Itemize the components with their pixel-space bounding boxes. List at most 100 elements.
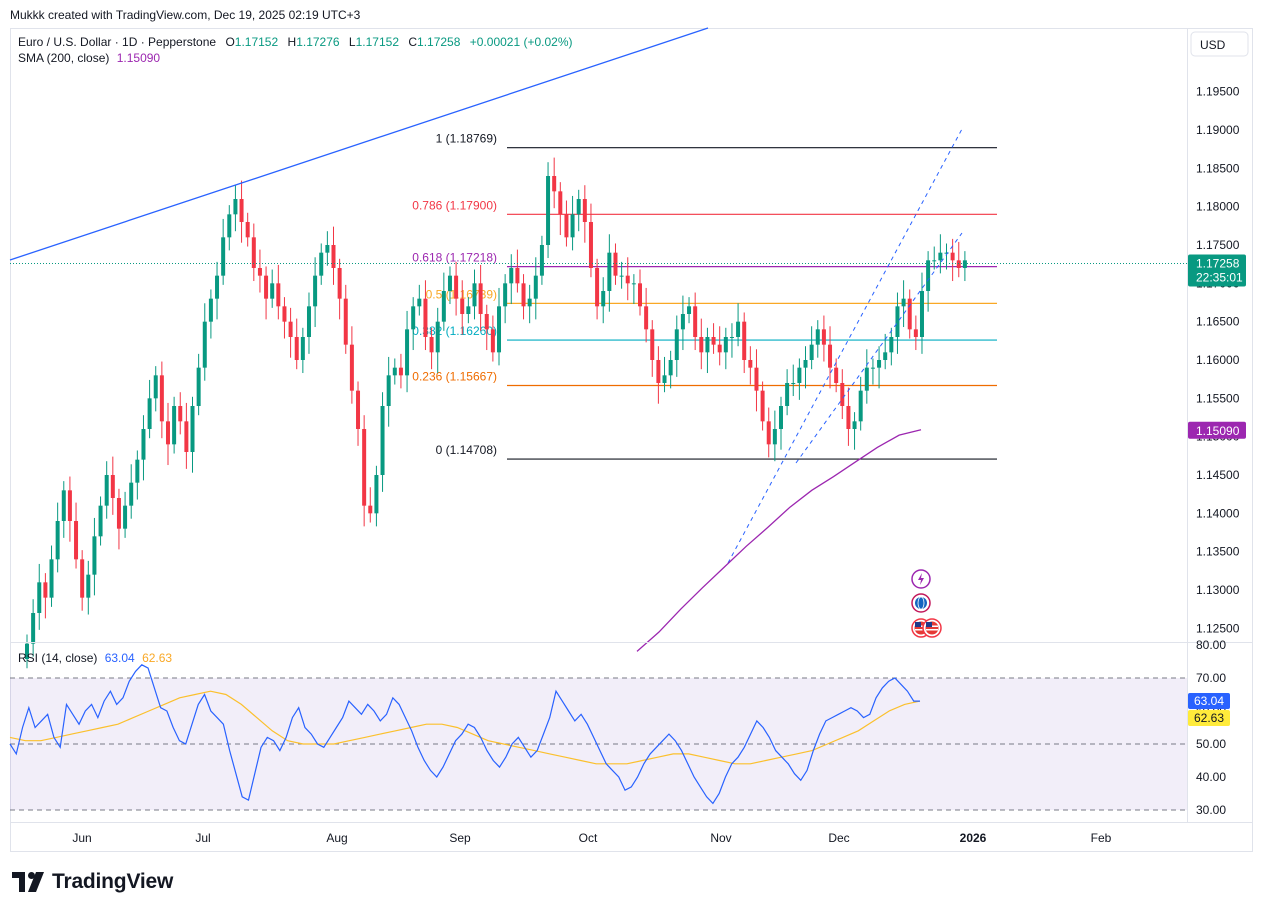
candle-body[interactable] (828, 344, 833, 368)
candle-body[interactable] (435, 321, 440, 353)
candle-body[interactable] (956, 260, 961, 268)
candle-body[interactable] (374, 475, 379, 514)
candle-body[interactable] (478, 283, 483, 314)
candle-body[interactable] (858, 390, 863, 422)
candle-body[interactable] (883, 352, 888, 360)
candlestick-series[interactable] (25, 157, 967, 669)
candle-body[interactable] (631, 283, 636, 285)
candle-body[interactable] (466, 306, 471, 314)
candle-body[interactable] (846, 406, 851, 429)
candle-body[interactable] (110, 475, 115, 498)
candle-body[interactable] (49, 559, 54, 598)
candle-body[interactable] (386, 375, 391, 406)
candle-body[interactable] (926, 260, 931, 291)
candle-body[interactable] (564, 214, 569, 238)
candle-body[interactable] (595, 268, 600, 307)
candle-body[interactable] (644, 306, 649, 330)
candle-body[interactable] (306, 306, 311, 337)
candle-body[interactable] (135, 459, 140, 483)
candle-body[interactable] (257, 268, 262, 276)
candle-body[interactable] (129, 482, 134, 506)
candle-body[interactable] (907, 298, 912, 330)
candle-body[interactable] (92, 536, 97, 575)
candle-body[interactable] (417, 298, 422, 307)
candle-body[interactable] (55, 521, 60, 560)
candle-body[interactable] (895, 306, 900, 337)
candle-body[interactable] (37, 582, 42, 613)
channel-upper-line[interactable] (727, 128, 963, 564)
candle-body[interactable] (766, 421, 771, 445)
candle-body[interactable] (791, 383, 796, 384)
candle-body[interactable] (43, 582, 48, 598)
candle-body[interactable] (159, 375, 164, 422)
trend-line[interactable] (9, 27, 709, 261)
candle-body[interactable] (300, 337, 305, 360)
candle-body[interactable] (325, 245, 330, 253)
candle-body[interactable] (607, 252, 612, 291)
candle-body[interactable] (31, 613, 36, 644)
currency-button[interactable]: USD (1190, 31, 1249, 57)
candle-body[interactable] (797, 367, 802, 383)
candle-body[interactable] (233, 199, 238, 215)
candle-body[interactable] (680, 314, 685, 330)
candle-body[interactable] (221, 237, 226, 276)
candle-body[interactable] (729, 337, 734, 338)
candle-body[interactable] (919, 291, 924, 337)
candle-body[interactable] (962, 260, 967, 268)
candle-body[interactable] (294, 337, 299, 360)
candle-body[interactable] (349, 344, 354, 391)
candle-body[interactable] (116, 498, 121, 529)
candle-body[interactable] (546, 176, 551, 245)
candle-body[interactable] (760, 390, 765, 422)
candle-body[interactable] (711, 337, 716, 345)
candle-body[interactable] (932, 260, 937, 262)
rsi-pane[interactable] (9, 664, 1187, 811)
us-flag-event-icon[interactable] (922, 618, 942, 638)
candle-body[interactable] (717, 344, 722, 353)
candle-body[interactable] (178, 406, 183, 422)
candle-body[interactable] (582, 199, 587, 222)
candle-body[interactable] (687, 306, 692, 314)
candle-body[interactable] (490, 329, 495, 353)
candle-body[interactable] (215, 275, 220, 299)
candle-body[interactable] (815, 329, 820, 345)
candle-body[interactable] (67, 490, 72, 521)
candle-body[interactable] (239, 199, 244, 222)
overlay-lines[interactable] (9, 27, 1187, 652)
candle-body[interactable] (601, 291, 606, 307)
candle-body[interactable] (576, 199, 581, 215)
candle-body[interactable] (509, 268, 514, 284)
candle-body[interactable] (153, 375, 158, 399)
candle-body[interactable] (331, 245, 336, 268)
candle-body[interactable] (392, 367, 397, 376)
candle-body[interactable] (484, 314, 489, 330)
currency-label[interactable]: USD (1200, 38, 1226, 52)
candle-body[interactable] (803, 360, 808, 368)
candle-body[interactable] (656, 360, 661, 383)
candle-body[interactable] (208, 298, 213, 322)
candle-body[interactable] (840, 383, 845, 406)
candle-body[interactable] (343, 298, 348, 345)
candle-body[interactable] (86, 574, 91, 598)
candle-body[interactable] (809, 344, 814, 360)
candle-body[interactable] (405, 329, 410, 376)
candle-body[interactable] (558, 191, 563, 215)
time-axis[interactable]: Jun Jul Aug Sep Oct Nov Dec 2026 Feb (72, 831, 1111, 845)
candle-body[interactable] (625, 275, 630, 284)
candle-body[interactable] (411, 306, 416, 330)
candle-body[interactable] (950, 252, 955, 261)
candle-body[interactable] (821, 329, 826, 345)
candle-body[interactable] (613, 252, 618, 276)
candle-body[interactable] (938, 252, 943, 261)
sma-legend[interactable]: SMA (200, close) 1.15090 (18, 51, 160, 65)
candle-body[interactable] (864, 367, 869, 391)
candle-body[interactable] (705, 337, 710, 353)
candle-body[interactable] (778, 406, 783, 429)
candle-body[interactable] (650, 329, 655, 360)
candle-body[interactable] (337, 268, 342, 299)
candle-body[interactable] (515, 268, 520, 284)
candle-body[interactable] (227, 214, 232, 238)
candle-body[interactable] (668, 360, 673, 376)
candle-body[interactable] (889, 337, 894, 353)
